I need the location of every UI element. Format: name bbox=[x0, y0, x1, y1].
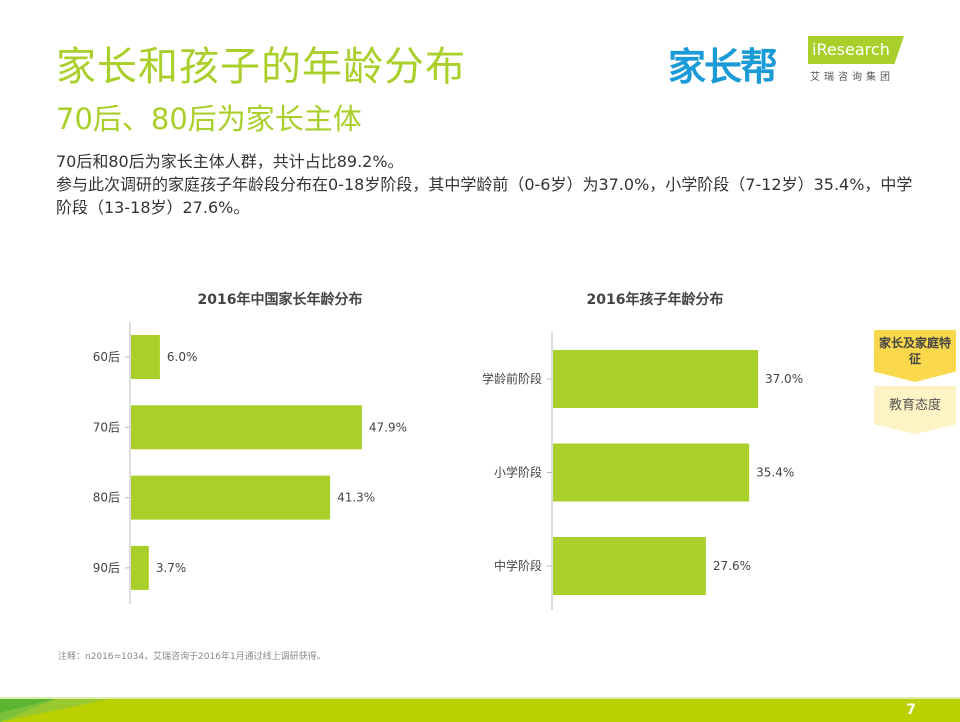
footnote: 注释：n2016=1034，艾瑞咨询于2016年1月通过线上调研获得。 bbox=[58, 652, 326, 662]
brand-logo: 家长帮 bbox=[668, 45, 778, 89]
iresearch-logo: iResearch bbox=[808, 36, 904, 64]
page-title: 家长和孩子的年龄分布 bbox=[56, 44, 466, 90]
category-label: 80后 bbox=[93, 491, 120, 505]
summary-line: 70后和80后为家长主体人群，共计占比89.2%。 bbox=[56, 152, 404, 171]
category-label: 90后 bbox=[93, 561, 120, 575]
category-label: 中学阶段 bbox=[494, 558, 542, 573]
summary-line: 参与此次调研的家庭孩子年龄段分布在0-18岁阶段，其中学龄前（0-6岁）为37.… bbox=[56, 175, 913, 217]
data-label: 41.3% bbox=[337, 491, 375, 505]
data-label: 27.6% bbox=[713, 559, 751, 573]
bar bbox=[553, 350, 758, 408]
data-label: 3.7% bbox=[156, 561, 187, 575]
chart-title: 2016年孩子年龄分布 bbox=[586, 292, 724, 308]
category-label: 70后 bbox=[93, 420, 120, 434]
category-label: 学龄前阶段 bbox=[482, 371, 542, 386]
bar bbox=[131, 545, 149, 590]
bar bbox=[131, 405, 362, 450]
page-subtitle: 70后、80后为家长主体 bbox=[56, 102, 362, 136]
page-number: 7 bbox=[906, 702, 916, 718]
summary-text: 70后和80后为家长主体人群，共计占比89.2%。 参与此次调研的家庭孩子年龄段… bbox=[56, 150, 916, 219]
category-label: 60后 bbox=[93, 350, 120, 364]
bar bbox=[131, 475, 331, 520]
data-label: 6.0% bbox=[167, 350, 198, 364]
bar bbox=[553, 443, 750, 502]
data-label: 37.0% bbox=[765, 372, 803, 386]
side-nav-family[interactable]: 家长及家庭特征 bbox=[874, 330, 956, 382]
data-label: 47.9% bbox=[369, 420, 407, 434]
data-label: 35.4% bbox=[756, 466, 794, 480]
iresearch-subtitle: 艾瑞咨询集团 bbox=[810, 72, 894, 83]
category-label: 小学阶段 bbox=[494, 465, 542, 480]
iresearch-logo-text: iResearch bbox=[812, 40, 890, 59]
chart-title: 2016年中国家长年龄分布 bbox=[197, 292, 363, 308]
footer-bar: 7 bbox=[0, 697, 960, 722]
bar bbox=[131, 335, 160, 379]
side-nav-attitude[interactable]: 教育态度 bbox=[874, 386, 956, 434]
bar bbox=[553, 537, 706, 595]
